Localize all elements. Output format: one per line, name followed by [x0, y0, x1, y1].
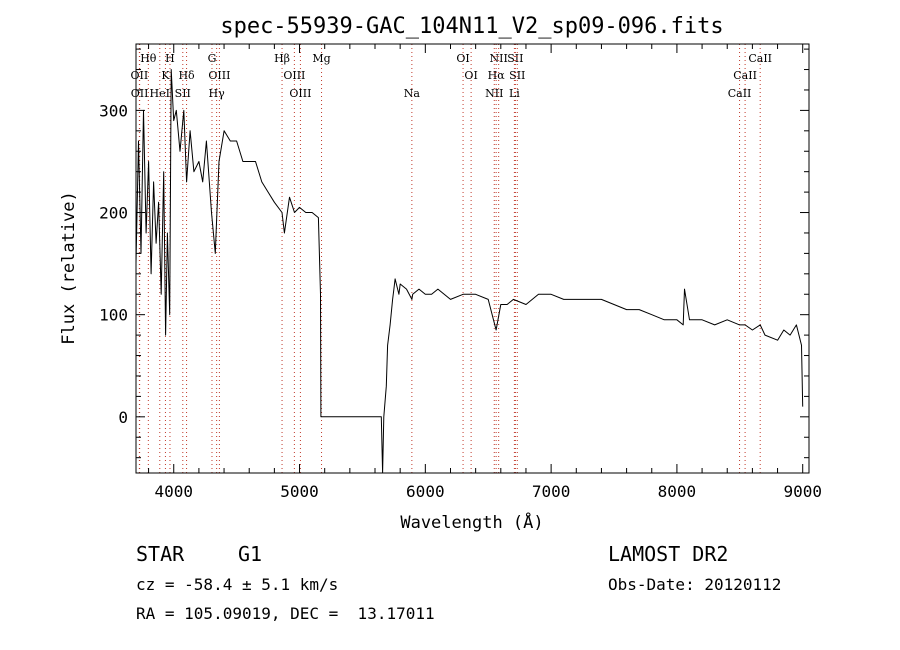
chart-title: spec-55939-GAC_104N11_V2_sp09-096.fits [220, 14, 723, 39]
plot-frame [135, 43, 810, 474]
line-marker-label: Hβ [274, 52, 290, 65]
line-marker-label: OIII [208, 69, 230, 82]
x-tick-label: 8000 [658, 482, 697, 501]
line-marker-label: Hθ [140, 52, 157, 65]
line-marker-label: CaII [728, 87, 752, 100]
x-tick-label: 9000 [783, 482, 822, 501]
x-tick-label: 6000 [406, 482, 445, 501]
observation-date: Obs-Date: 20120112 [608, 575, 782, 594]
spectral-line-markers: Hθ OII OII HK HeI Hδ SII G OIII Hγ Hβ OIII OIII Mg Na O… [131, 44, 772, 473]
line-marker-label: K [161, 69, 170, 82]
line-marker-label: G [208, 52, 217, 65]
line-marker-label: OII [131, 87, 149, 100]
line-marker-label: Hα [488, 69, 506, 82]
line-marker-label: Hγ [209, 87, 226, 100]
line-marker-label: OIII [289, 87, 311, 100]
line-marker-label: CaII [748, 52, 772, 65]
x-tick-label: 5000 [280, 482, 319, 501]
y-tick-label: 200 [99, 204, 128, 223]
y-axis: 0 100 200 300 [99, 48, 809, 459]
y-tick-label: 100 [99, 306, 128, 325]
line-marker-label: OI [464, 69, 477, 82]
line-marker-label: OII [131, 69, 149, 82]
line-marker-label: CaII [733, 69, 757, 82]
x-tick-label: 7000 [532, 482, 571, 501]
line-marker-label: HeI [150, 87, 170, 100]
object-class: STAR [136, 542, 185, 566]
line-marker-label: Mg [312, 52, 330, 65]
redshift-text: cz = -58.4 ± 5.1 km/s [136, 575, 339, 594]
x-axis: 4000 5000 6000 7000 8000 9000 [148, 44, 822, 501]
y-axis-label: Flux (relative) [59, 191, 79, 345]
y-tick-label: 300 [99, 101, 128, 120]
line-marker-label: SII [175, 87, 191, 100]
x-axis-label: Wavelength (Å) [400, 511, 543, 533]
spectrum-line [135, 69, 804, 474]
survey-name: LAMOST DR2 [608, 542, 729, 566]
line-marker-label: OI [456, 52, 469, 65]
line-marker-label: OIII [283, 69, 305, 82]
y-tick-label: 0 [118, 408, 128, 427]
line-marker-label: NII [485, 87, 503, 100]
line-marker-label: Na [404, 87, 421, 100]
line-marker-label: H [165, 52, 175, 65]
line-marker-label: Li [509, 87, 520, 100]
line-marker-label: NII [490, 52, 508, 65]
coordinates-text: RA = 105.09019, DEC = 13.17011 [136, 604, 435, 623]
line-marker-label: SII [509, 69, 525, 82]
x-tick-label: 4000 [154, 482, 193, 501]
line-marker-label: Hδ [178, 69, 195, 82]
object-subclass: G1 [238, 542, 263, 566]
line-marker-label: SII [507, 52, 523, 65]
spectrum-series [135, 69, 804, 474]
